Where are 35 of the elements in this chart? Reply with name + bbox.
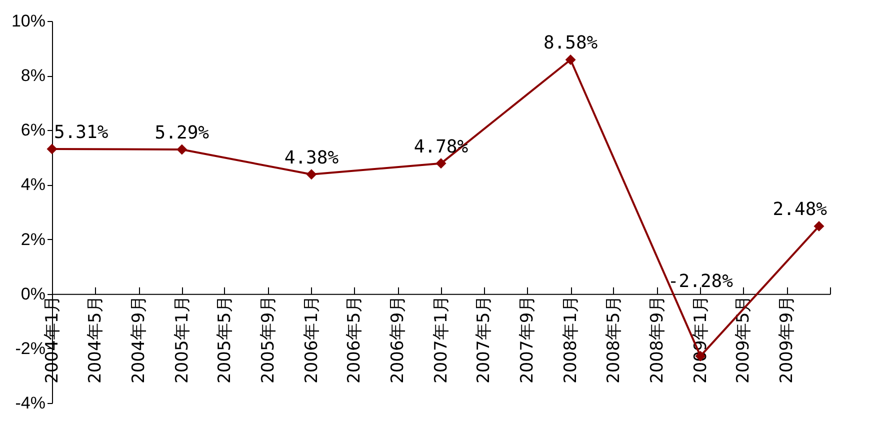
x-tick-label: 2005年9月 <box>258 295 279 384</box>
x-tick-label: 2004年5月 <box>85 295 106 384</box>
x-tick-label: 2005年5月 <box>214 295 235 384</box>
y-tick-label: -4% <box>15 394 46 412</box>
text: 5.29% <box>154 122 209 144</box>
point <box>306 169 317 180</box>
point <box>176 144 188 155</box>
x-tick-label: 2006年1月 <box>302 295 322 384</box>
y-tick-label: 6% <box>20 120 46 140</box>
x-tick-label: 2007年5月 <box>474 295 494 384</box>
y-tick-label: 10% <box>11 12 46 30</box>
text: 8.58% <box>543 32 598 54</box>
text: 4.38% <box>284 147 339 168</box>
x-tick-label: 2004年9月 <box>129 295 150 384</box>
y-tick-label: 8% <box>20 66 46 86</box>
point <box>565 54 576 65</box>
x-tick-label: 2007年1月 <box>432 295 452 384</box>
point <box>814 220 824 232</box>
y-tick-label: -2% <box>15 338 46 358</box>
y-tick-label: 4% <box>20 175 46 194</box>
point <box>46 144 58 154</box>
text: -2.28% <box>668 270 733 292</box>
x-tick-label: 2008年1月 <box>561 295 582 384</box>
x-tick-label: 2009年9月 <box>777 295 798 384</box>
x-tick-label: 2006年9月 <box>388 295 408 384</box>
x-tick-label: 2006年5月 <box>344 295 365 384</box>
x-tick-label: 2008年5月 <box>604 295 624 384</box>
y-tick-label: 0% <box>20 284 46 304</box>
x-tick-label: 2007年9月 <box>518 295 538 384</box>
x-tick-label: 2005年1月 <box>172 295 192 384</box>
x-tick-label: 2008年9月 <box>648 295 668 384</box>
text: 2.48% <box>772 199 827 220</box>
point <box>436 158 446 169</box>
y-tick-label: 2% <box>20 230 46 249</box>
text: 5.31% <box>54 122 108 143</box>
